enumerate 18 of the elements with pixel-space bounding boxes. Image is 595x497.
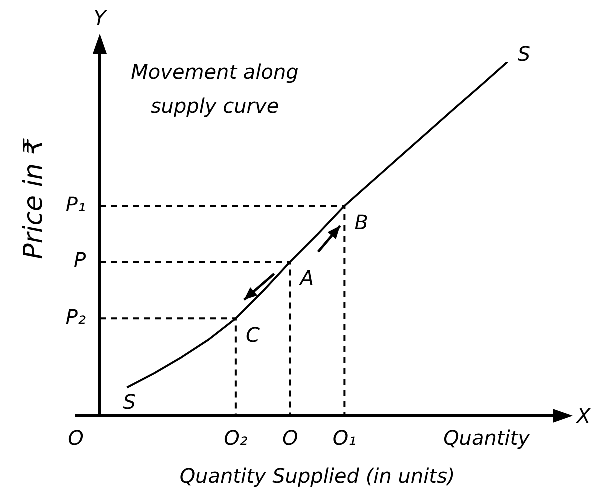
- text: Movement along supply curve: [131, 60, 299, 118]
- annotation: S: [123, 390, 136, 414]
- text: O₂: [224, 426, 248, 450]
- y-axis-title: Price in ₹: [18, 137, 49, 260]
- text: O: [68, 426, 84, 450]
- annotation: B: [354, 210, 368, 234]
- text: X: [576, 404, 592, 428]
- text: Y: [94, 6, 108, 30]
- annotation: S: [518, 42, 531, 66]
- text: Quantity: [444, 426, 532, 450]
- ref-line-label: P₂: [66, 304, 86, 329]
- text: O: [282, 426, 298, 450]
- ref-line-label: P₁: [66, 192, 86, 216]
- annotation: A: [298, 266, 314, 290]
- x-axis-title: Quantity Supplied (in units): [180, 464, 456, 488]
- text: O₁: [332, 426, 357, 450]
- ref-line-label: P: [74, 248, 87, 272]
- annotation: C: [246, 322, 260, 347]
